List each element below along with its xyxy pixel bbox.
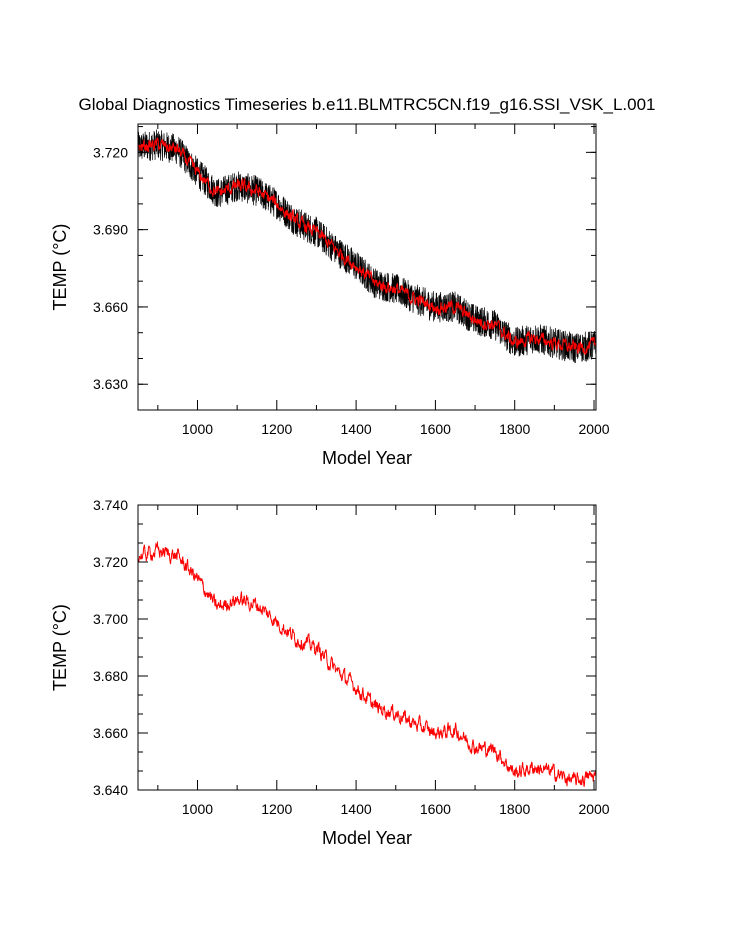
bottom-x-axis-label: Model Year <box>322 828 412 848</box>
top-y-axis-label: TEMP (°C) <box>50 224 70 311</box>
bottom-series-layer <box>138 540 596 787</box>
x-tick-label: 1600 <box>420 801 451 817</box>
top-ticks: 1000 1200 1400 1600 1800 2000 3.630 3.660 3.690 3… <box>93 124 610 437</box>
y-tick-label: 3.720 <box>93 144 128 160</box>
x-tick-label: 1800 <box>499 801 530 817</box>
y-tick-label: 3.640 <box>93 782 128 798</box>
y-tick-label: 3.690 <box>93 222 128 238</box>
top-plot-frame <box>137 123 597 411</box>
y-tick-label: 3.660 <box>93 299 128 315</box>
y-tick-label: 3.680 <box>93 668 128 684</box>
x-tick-label: 2000 <box>578 801 609 817</box>
y-tick-label: 3.700 <box>93 611 128 627</box>
x-tick-label: 1000 <box>182 421 213 437</box>
x-tick-label: 1400 <box>341 801 372 817</box>
top-x-axis-label: Model Year <box>322 448 412 468</box>
series-line-smoothed <box>138 540 596 787</box>
series-line-smoothed <box>138 136 596 355</box>
x-tick-label: 1000 <box>182 801 213 817</box>
y-tick-label: 3.740 <box>93 497 128 513</box>
x-tick-label: 1200 <box>261 421 292 437</box>
bottom-y-axis-label: TEMP (°C) <box>50 604 70 691</box>
series-line-annual <box>138 129 596 364</box>
top-series-layer <box>138 129 596 364</box>
chart-title: Global Diagnostics Timeseries b.e11.BLMT… <box>78 95 655 114</box>
y-tick-label: 3.660 <box>93 725 128 741</box>
x-tick-label: 1600 <box>420 421 451 437</box>
bottom-plot-frame <box>137 504 597 791</box>
bottom-ticks: 1000 1200 1400 1600 1800 2000 3.640 3.660 3.680 3… <box>93 497 610 817</box>
x-tick-label: 1200 <box>261 801 292 817</box>
x-tick-label: 2000 <box>578 421 609 437</box>
y-tick-label: 3.630 <box>93 376 128 392</box>
y-tick-label: 3.720 <box>93 554 128 570</box>
x-tick-label: 1400 <box>341 421 372 437</box>
top-panel: 1000 1200 1400 1600 1800 2000 3.630 3.660 3.690 3… <box>50 123 610 468</box>
bottom-panel: 1000 1200 1400 1600 1800 2000 3.640 3.660 3.680 3… <box>50 497 610 848</box>
x-tick-label: 1800 <box>499 421 530 437</box>
